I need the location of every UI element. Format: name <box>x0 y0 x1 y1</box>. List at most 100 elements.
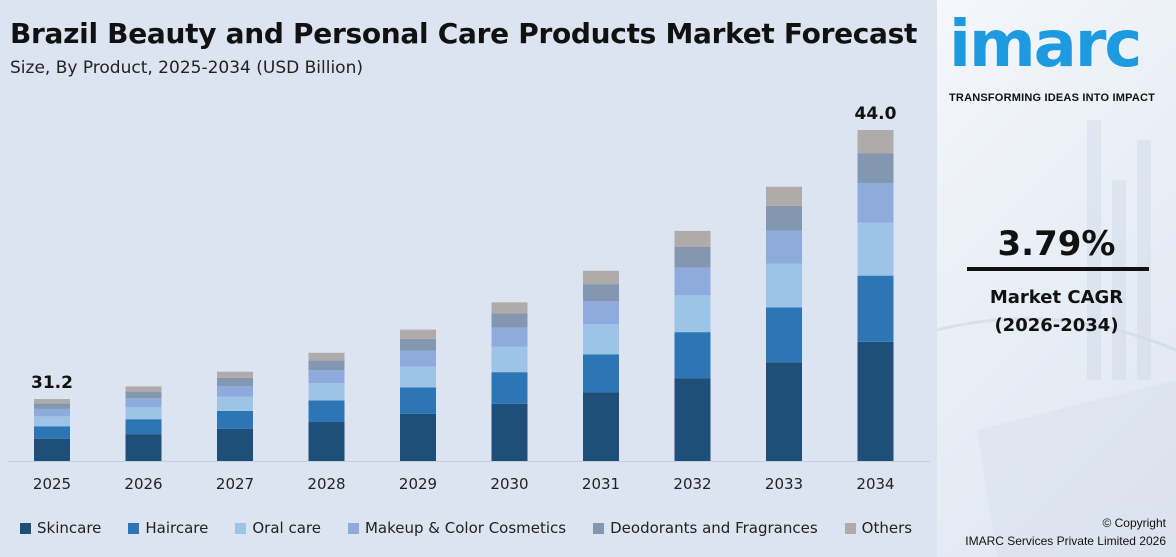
cagr-period: (2026-2034) <box>994 315 1119 336</box>
bar-segment-oral-care-2026 <box>125 407 162 420</box>
bar-segment-skincare-2033 <box>766 362 802 461</box>
legend: Skincare Haircare Oral care Makeup & Color … <box>20 519 912 537</box>
x-tick-label: 2034 <box>856 475 894 493</box>
bar-segment-skincare-2031 <box>583 392 619 461</box>
bar-segment-makeup-color-cosmetics-2027 <box>217 385 253 397</box>
divider <box>967 267 1149 271</box>
bar-segment-haircare-2033 <box>766 307 802 363</box>
x-tick-label: 2033 <box>765 475 803 493</box>
bar-segment-skincare-2029 <box>400 413 436 461</box>
bar-segment-deodorants-and-fragrances-2028 <box>308 360 345 371</box>
legend-swatch <box>844 522 856 534</box>
total-label: 31.2 <box>31 373 73 393</box>
imarc-logo: imarc <box>949 8 1142 82</box>
x-tick-label: 2028 <box>307 475 345 493</box>
legend-label: Haircare <box>145 519 209 537</box>
bar-segment-others-2034 <box>857 130 894 154</box>
bar-segment-deodorants-and-fragrances-2034 <box>857 153 894 183</box>
copyright: © Copyright IMARC Services Private Limit… <box>965 514 1166 550</box>
bar-segment-haircare-2031 <box>583 354 619 393</box>
legend-item: Others <box>844 519 913 537</box>
legend-label: Deodorants and Fragrances <box>610 519 818 537</box>
legend-item: Haircare <box>128 519 208 537</box>
legend-swatch <box>128 522 140 534</box>
copyright-line2: IMARC Services Private Limited 2026 <box>965 534 1166 548</box>
bar-segment-others-2033 <box>766 186 802 206</box>
chart-title: Brazil Beauty and Personal Care Products… <box>10 17 918 50</box>
bar-segment-haircare-2027 <box>217 410 253 429</box>
bar-segment-oral-care-2033 <box>766 263 802 308</box>
legend-swatch <box>347 522 359 534</box>
stacked-bar-chart: 2025 31.2 2026 2027 2028 2029 2030 2031 2032 2033… <box>8 104 930 493</box>
bar-segment-skincare-2027 <box>217 428 253 461</box>
bar-segment-others-2032 <box>674 230 711 247</box>
bar-segment-oral-care-2031 <box>583 324 619 355</box>
bar-segment-skincare-2032 <box>674 378 711 461</box>
bar-segment-skincare-2034 <box>857 341 894 461</box>
legend-swatch <box>593 522 605 534</box>
bar-segment-makeup-color-cosmetics-2028 <box>308 370 345 384</box>
legend-item: Skincare <box>20 519 101 537</box>
bar-segment-haircare-2029 <box>400 387 436 414</box>
bar-segment-haircare-2032 <box>674 332 711 379</box>
bar-segment-oral-care-2028 <box>308 383 345 401</box>
bar-segment-others-2025 <box>34 399 70 404</box>
bar-segment-haircare-2034 <box>857 275 894 342</box>
info-panel: imarc TRANSFORMING IDEAS INTO IMPACT 3.7… <box>937 0 1176 557</box>
bar-segment-haircare-2026 <box>125 419 162 435</box>
bar-segment-makeup-color-cosmetics-2034 <box>857 182 894 223</box>
bar-segment-oral-care-2025 <box>34 416 70 427</box>
bar-segment-haircare-2025 <box>34 426 70 439</box>
bar-segment-deodorants-and-fragrances-2029 <box>400 338 436 351</box>
bar-segment-skincare-2026 <box>125 434 162 461</box>
bar-segment-skincare-2028 <box>308 422 345 461</box>
x-tick-label: 2027 <box>216 475 254 493</box>
legend-swatch <box>235 522 247 534</box>
bar-segment-deodorants-and-fragrances-2026 <box>125 391 162 399</box>
x-tick-label: 2025 <box>33 475 71 493</box>
x-tick-label: 2029 <box>399 475 437 493</box>
bar-segment-others-2028 <box>308 352 345 361</box>
bar-segment-deodorants-and-fragrances-2025 <box>34 403 70 409</box>
cagr-value: 3.79% <box>997 224 1116 264</box>
bar-segment-haircare-2028 <box>308 400 345 423</box>
bar-segment-deodorants-and-fragrances-2030 <box>491 313 528 328</box>
bar-segment-oral-care-2034 <box>857 222 894 276</box>
x-tick-label: 2030 <box>490 475 528 493</box>
legend-label: Oral care <box>252 519 321 537</box>
legend-label: Skincare <box>37 519 102 537</box>
copyright-line1: © Copyright <box>1102 516 1166 530</box>
x-tick-label: 2032 <box>673 475 711 493</box>
bar-segment-deodorants-and-fragrances-2031 <box>583 284 619 302</box>
bar-segment-oral-care-2029 <box>400 366 436 388</box>
bar-segment-haircare-2030 <box>491 372 528 404</box>
bar-segment-makeup-color-cosmetics-2029 <box>400 350 436 367</box>
legend-item: Deodorants and Fragrances <box>593 519 818 537</box>
x-tick-label: 2026 <box>124 475 162 493</box>
bar-segment-makeup-color-cosmetics-2025 <box>34 408 70 417</box>
bar-segment-oral-care-2032 <box>674 295 711 333</box>
cagr-label: Market CAGR (2026-2034) <box>937 284 1176 340</box>
bar-segment-others-2031 <box>583 270 619 285</box>
legend-item: Oral care <box>235 519 321 537</box>
legend-item: Makeup & Color Cosmetics <box>347 519 567 537</box>
chart-subtitle: Size, By Product, 2025-2034 (USD Billion… <box>10 58 363 78</box>
bar-segment-skincare-2030 <box>491 403 528 461</box>
legend-swatch <box>20 522 31 534</box>
legend-label: Makeup & Color Cosmetics <box>364 519 567 537</box>
total-label: 44.0 <box>855 104 897 124</box>
bar-segment-makeup-color-cosmetics-2032 <box>674 267 711 296</box>
bar-segment-others-2026 <box>125 386 162 392</box>
bar-segment-oral-care-2027 <box>217 396 253 411</box>
cagr-label-text: Market CAGR <box>989 287 1124 308</box>
bar-segment-makeup-color-cosmetics-2030 <box>491 327 528 347</box>
bar-segment-deodorants-and-fragrances-2027 <box>217 377 253 386</box>
background-chart-decoration <box>937 120 1176 557</box>
bar-segment-oral-care-2030 <box>491 346 528 373</box>
legend-label: Others <box>861 519 913 537</box>
bar-segment-makeup-color-cosmetics-2026 <box>125 398 162 408</box>
brand-tagline: TRANSFORMING IDEAS INTO IMPACT <box>949 92 1156 104</box>
bar-segment-deodorants-and-fragrances-2033 <box>766 205 802 231</box>
x-tick-label: 2031 <box>582 475 620 493</box>
bar-segment-skincare-2025 <box>34 438 70 461</box>
